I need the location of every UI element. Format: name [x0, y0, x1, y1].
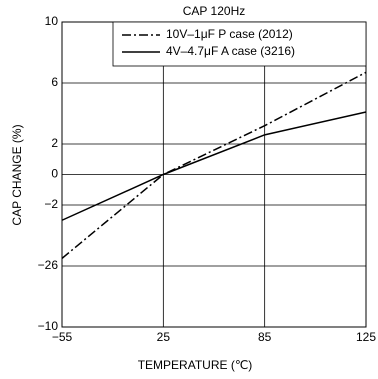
x-axis-label: TEMPERATURE (℃)	[138, 358, 253, 372]
series-line	[61, 71, 367, 259]
chart-title: CAP 120Hz	[183, 4, 245, 18]
legend-label: 4V–4.7μF A case (3216)	[166, 44, 295, 58]
y-tick-label: 0	[51, 167, 58, 181]
x-tick-label: 125	[356, 330, 376, 344]
y-tick-label: 10	[45, 14, 59, 28]
legend-label: 10V–1μF P case (2012)	[166, 27, 293, 41]
y-tick-label: 2	[51, 136, 58, 150]
y-tick-label: 6	[51, 75, 58, 89]
x-tick-label: 25	[157, 330, 171, 344]
y-axis-label: CAP CHANGE (%)	[10, 124, 24, 225]
y-tick-label: −26	[38, 258, 59, 272]
y-tick-label: −2	[44, 197, 58, 211]
legend-box	[112, 21, 367, 67]
y-tick-label: −10	[38, 319, 59, 333]
series-line	[61, 111, 367, 221]
x-tick-label: −55	[52, 330, 73, 344]
x-tick-label: 85	[258, 330, 272, 344]
